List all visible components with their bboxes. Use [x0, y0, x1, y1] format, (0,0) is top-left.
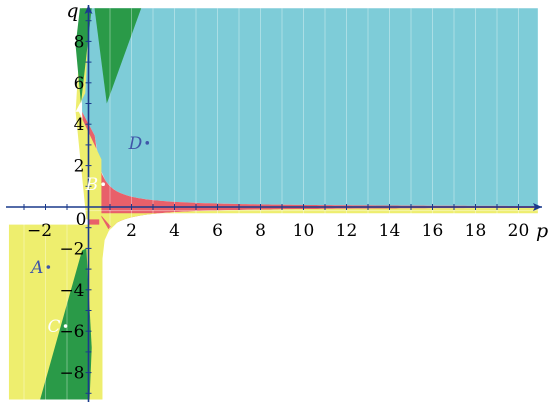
y-tick-label: 2 [74, 157, 85, 177]
y-axis-arrow [84, 5, 93, 14]
x-tick-label: 12 [336, 221, 358, 241]
x-tick-label: 8 [255, 221, 266, 241]
x-tick-label: 18 [465, 221, 487, 241]
y-tick-label: −2 [59, 239, 84, 259]
x-tick-label: 6 [212, 221, 223, 241]
x-axis-arrow [533, 203, 542, 211]
region-label-C: C [48, 317, 61, 337]
region-C-upper [75, 8, 92, 104]
x-tick-label: 2 [126, 221, 137, 241]
region-point-A [46, 265, 51, 269]
x-tick-label: 10 [293, 221, 315, 241]
region-A-right-strip [99, 207, 538, 227]
y-tick-label: −8 [59, 364, 84, 384]
x-tick-label: 20 [508, 221, 530, 241]
y-tick-label: −4 [59, 281, 84, 301]
regions-layer [8, 8, 538, 400]
x-tick-label: −2 [27, 221, 52, 241]
x-tick-label: 16 [422, 221, 444, 241]
y-tick-label: 6 [74, 74, 85, 94]
y-tick-label: −6 [59, 322, 84, 342]
region-label-B: B [85, 175, 99, 195]
region-C-lower [40, 248, 92, 400]
origin-label: 0 [76, 210, 87, 230]
labels: −2 2 4 6 8 10 12 14 16 18 20 −8 −6 −4 −2 2 4 6 8 0 p q A B C D [27, 0, 548, 384]
region-point-B [101, 182, 105, 187]
x-axis-title: p [536, 220, 548, 242]
y-tick-label: 4 [74, 115, 85, 135]
y-axis-title: q [66, 0, 78, 22]
region-point-C [63, 324, 68, 328]
region-point-D [145, 141, 150, 145]
region-label-A: A [29, 258, 43, 278]
x-tick-label: 4 [169, 221, 180, 241]
y-tick-label: 8 [74, 32, 85, 52]
region-D [82, 8, 538, 207]
x-tick-label: 14 [379, 221, 401, 241]
region-label-D: D [128, 134, 143, 154]
region-C-upper-right [94, 8, 142, 104]
axes [6, 5, 542, 402]
